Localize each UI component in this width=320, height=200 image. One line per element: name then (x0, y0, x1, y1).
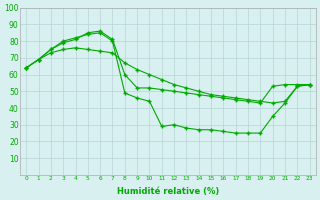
X-axis label: Humidité relative (%): Humidité relative (%) (117, 187, 219, 196)
